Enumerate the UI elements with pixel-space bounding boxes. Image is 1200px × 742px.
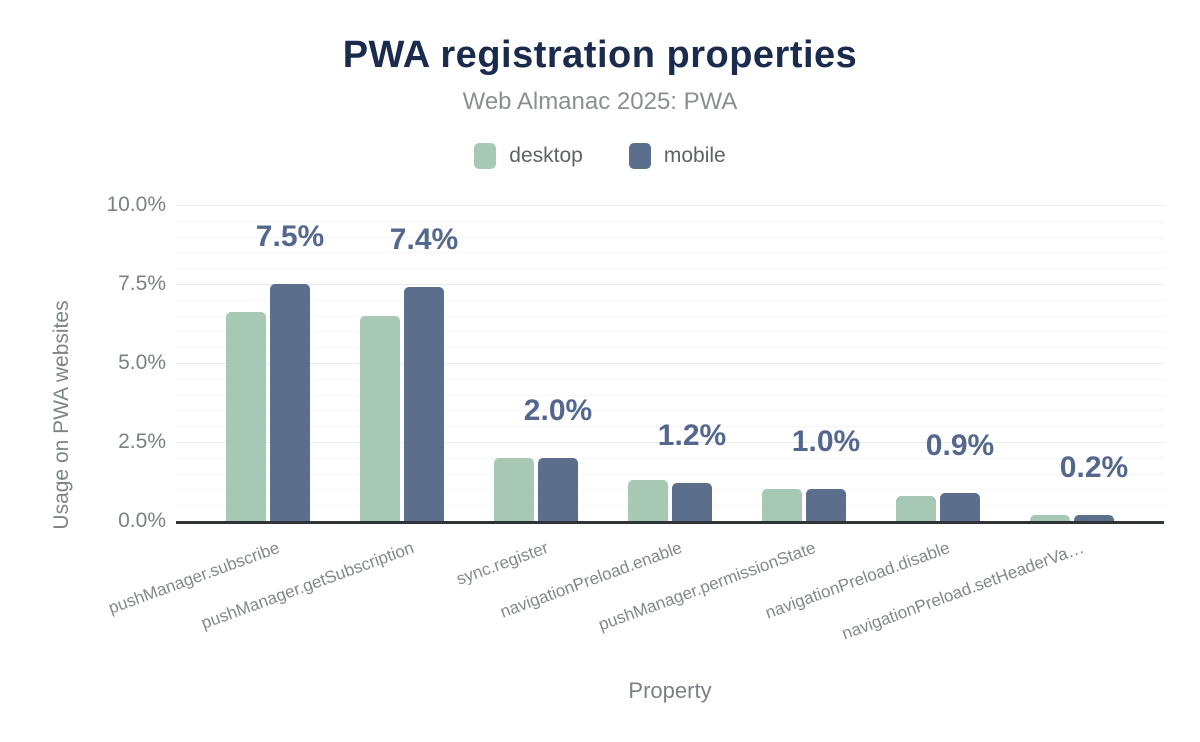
- gridline: [176, 268, 1164, 270]
- gridline: [176, 331, 1164, 333]
- value-label: 7.5%: [255, 220, 325, 253]
- bar-mobile[interactable]: [1074, 514, 1114, 521]
- gridline: [176, 457, 1164, 459]
- y-tick-label: 5.0%: [118, 351, 166, 374]
- chart-title: PWA registration properties: [342, 34, 858, 76]
- gridline: [176, 489, 1164, 491]
- gridline: [176, 363, 1164, 364]
- bar-desktop[interactable]: [628, 479, 668, 521]
- chart-subtitle: Web Almanac 2025: PWA: [462, 88, 738, 115]
- value-label: 0.2%: [1059, 450, 1129, 484]
- gridline: [176, 315, 1164, 317]
- gridline: [176, 442, 1164, 443]
- legend-swatch-mobile: [628, 143, 651, 169]
- x-tick-label: pushManager.permissionState: [596, 538, 819, 635]
- bar-desktop[interactable]: [226, 312, 266, 521]
- y-tick-label: 0.0%: [118, 509, 166, 532]
- gridline: [176, 284, 1164, 285]
- y-tick-label: 7.5%: [118, 272, 166, 295]
- value-label: 2.0%: [523, 393, 593, 427]
- gridline: [176, 220, 1164, 222]
- gridline: [176, 394, 1164, 396]
- y-tick-label: 10.0%: [106, 193, 166, 216]
- value-label: 0.9%: [925, 428, 995, 462]
- legend-item-desktop[interactable]: desktop: [474, 143, 583, 169]
- gridline: [176, 252, 1164, 254]
- gridline: [176, 347, 1164, 349]
- bar-mobile[interactable]: [538, 457, 578, 521]
- x-tick-label: navigationPreload.setHeaderVa…: [839, 538, 1087, 644]
- gridline: [176, 299, 1164, 301]
- bar-desktop[interactable]: [762, 489, 802, 521]
- x-tick-label: pushManager.getSubscription: [198, 538, 417, 633]
- value-label: 7.4%: [389, 223, 459, 257]
- x-axis-title: Property: [628, 678, 712, 703]
- gridline: [176, 205, 1164, 206]
- gridline: [176, 236, 1164, 238]
- bar-desktop[interactable]: [1030, 514, 1070, 521]
- legend-label: desktop: [509, 144, 583, 167]
- value-label: 1.2%: [657, 419, 727, 453]
- bar-mobile[interactable]: [940, 492, 980, 521]
- y-axis-title: Usage on PWA websites: [50, 300, 73, 530]
- bar-mobile[interactable]: [404, 287, 444, 521]
- bar-mobile[interactable]: [270, 284, 310, 521]
- gridline: [176, 426, 1164, 428]
- x-tick-label: sync.register: [453, 538, 551, 589]
- legend: desktop mobile: [0, 140, 1200, 172]
- gridline: [176, 473, 1164, 475]
- value-label: 1.0%: [791, 425, 861, 459]
- gridline: [176, 410, 1164, 412]
- legend-label: mobile: [663, 144, 726, 167]
- legend-swatch-desktop: [474, 143, 497, 169]
- gridline: [176, 378, 1164, 380]
- y-tick-label: 2.5%: [118, 430, 166, 453]
- gridline: [176, 505, 1164, 507]
- bar-desktop[interactable]: [896, 495, 936, 521]
- bar-mobile[interactable]: [672, 483, 712, 521]
- x-axis-line: [176, 521, 1164, 524]
- bar-mobile[interactable]: [806, 489, 846, 521]
- bar-desktop[interactable]: [494, 457, 534, 521]
- bar-desktop[interactable]: [360, 315, 400, 521]
- legend-item-mobile[interactable]: mobile: [628, 143, 726, 169]
